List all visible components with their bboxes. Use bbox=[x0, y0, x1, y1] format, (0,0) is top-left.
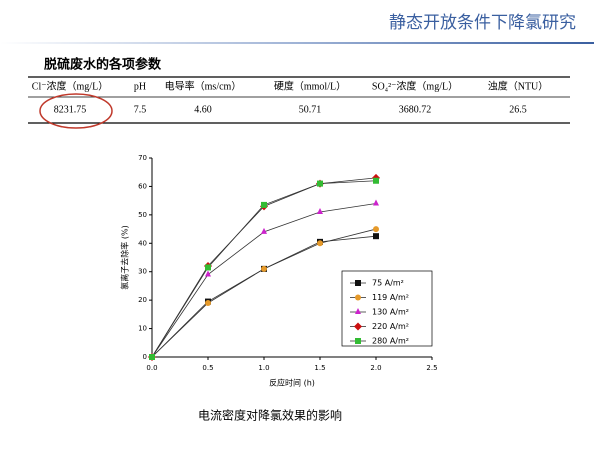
x-tick-label: 1.5 bbox=[314, 364, 325, 372]
marker bbox=[373, 226, 379, 233]
marker bbox=[205, 270, 211, 277]
header-rule bbox=[0, 42, 594, 44]
table-header: 浊度（NTU） bbox=[488, 79, 549, 92]
table-cell: 4.60 bbox=[194, 104, 212, 115]
table-header: pH bbox=[134, 81, 146, 92]
table-header: Cl⁻浓度（mg/L） bbox=[32, 79, 108, 92]
marker bbox=[354, 322, 362, 331]
marker bbox=[355, 294, 361, 301]
marker bbox=[317, 240, 323, 247]
marker bbox=[205, 264, 211, 271]
y-tick-label: 30 bbox=[138, 268, 147, 276]
x-tick-label: 2.5 bbox=[426, 364, 437, 372]
x-tick-label: 0.5 bbox=[202, 364, 213, 372]
legend-label: 280 A/m² bbox=[372, 337, 409, 346]
marker bbox=[355, 308, 361, 314]
marker bbox=[373, 177, 379, 184]
y-tick-label: 20 bbox=[138, 296, 147, 304]
chart-caption: 电流密度对降氯效果的影响 bbox=[198, 408, 342, 423]
marker bbox=[205, 299, 211, 306]
table-header: 电导率（ms/cm） bbox=[165, 79, 242, 92]
table-cell: 50.71 bbox=[299, 104, 322, 115]
x-tick-label: 1.0 bbox=[258, 364, 269, 372]
chart: 0 10 20 30 40 50 60 70 0.0 0.5 1.0 1.5 2.0 2.5 反应时间 (h… bbox=[120, 154, 438, 388]
y-tick-label: 40 bbox=[138, 239, 147, 247]
table-header: SO₄²⁻浓度（mg/L） bbox=[372, 79, 458, 92]
legend-label: 130 A/m² bbox=[372, 308, 409, 317]
slide-title: 静态开放条件下降氯研究 bbox=[389, 13, 576, 33]
y-axis-label: 氯离子去除率 (%) bbox=[120, 225, 130, 289]
marker bbox=[261, 265, 267, 272]
marker bbox=[261, 201, 267, 208]
table-cell: 8231.75 bbox=[54, 104, 87, 115]
y-tick-label: 50 bbox=[138, 211, 147, 219]
y-tick-label: 0 bbox=[143, 353, 147, 361]
table-cell: 3680.72 bbox=[399, 104, 432, 115]
table: Cl⁻浓度（mg/L） pH 电导率（ms/cm） 硬度（mmol/L） SO₄²⁻浓度… bbox=[28, 76, 570, 129]
legend-label: 220 A/m² bbox=[372, 322, 409, 331]
highlight-ellipse bbox=[39, 93, 113, 129]
y-tick-label: 70 bbox=[138, 154, 147, 162]
marker bbox=[373, 199, 379, 206]
marker bbox=[373, 233, 379, 240]
x-tick-label: 0.0 bbox=[146, 364, 157, 372]
marker bbox=[149, 354, 155, 360]
legend-label: 119 A/m² bbox=[372, 293, 409, 302]
section-title: 脱硫废水的各项参数 bbox=[44, 57, 162, 73]
marker bbox=[261, 227, 267, 234]
y-tick-label: 10 bbox=[138, 325, 147, 333]
marker bbox=[317, 180, 323, 187]
legend: 75 A/m² 119 A/m² 130 A/m² 220 A/m² 280 A/m² bbox=[341, 270, 433, 347]
x-tick-label: 2.0 bbox=[370, 364, 381, 372]
marker bbox=[317, 208, 323, 215]
legend-label: 75 A/m² bbox=[372, 279, 404, 288]
marker bbox=[355, 338, 361, 344]
marker bbox=[355, 280, 361, 286]
table-cell: 7.5 bbox=[134, 104, 147, 115]
y-tick-label: 60 bbox=[138, 182, 147, 190]
x-axis-label: 反应时间 (h) bbox=[269, 378, 315, 388]
table-header: 硬度（mmol/L） bbox=[274, 79, 346, 92]
table-cell: 26.5 bbox=[509, 104, 527, 115]
